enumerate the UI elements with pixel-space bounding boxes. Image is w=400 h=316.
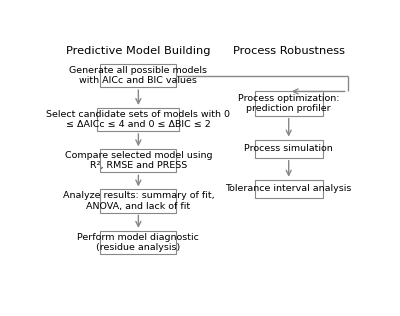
Text: Predictive Model Building: Predictive Model Building	[66, 46, 210, 57]
FancyBboxPatch shape	[97, 108, 180, 131]
Text: Generate all possible models
with AICc and BIC values: Generate all possible models with AICc a…	[69, 66, 207, 85]
FancyBboxPatch shape	[100, 189, 176, 212]
FancyBboxPatch shape	[255, 91, 323, 116]
Text: Analyze results: summary of fit,
ANOVA, and lack of fit: Analyze results: summary of fit, ANOVA, …	[62, 191, 214, 211]
Text: Process optimization:
prediction profiler: Process optimization: prediction profile…	[238, 94, 340, 113]
FancyBboxPatch shape	[100, 149, 176, 172]
FancyBboxPatch shape	[100, 231, 176, 254]
FancyBboxPatch shape	[255, 139, 323, 158]
Text: Compare selected model using
R², RMSE and PRESS: Compare selected model using R², RMSE an…	[64, 151, 212, 171]
FancyBboxPatch shape	[255, 180, 323, 198]
Text: Process simulation: Process simulation	[244, 144, 333, 153]
Text: Perform model diagnostic
(residue analysis): Perform model diagnostic (residue analys…	[78, 233, 199, 252]
Text: Process Robustness: Process Robustness	[233, 46, 345, 57]
Text: Tolerance interval analysis: Tolerance interval analysis	[226, 184, 352, 193]
Text: Select candidate sets of models with 0
≤ ΔAICc ≤ 4 and 0 ≤ ΔBIC ≤ 2: Select candidate sets of models with 0 ≤…	[46, 110, 230, 129]
FancyBboxPatch shape	[100, 64, 176, 87]
